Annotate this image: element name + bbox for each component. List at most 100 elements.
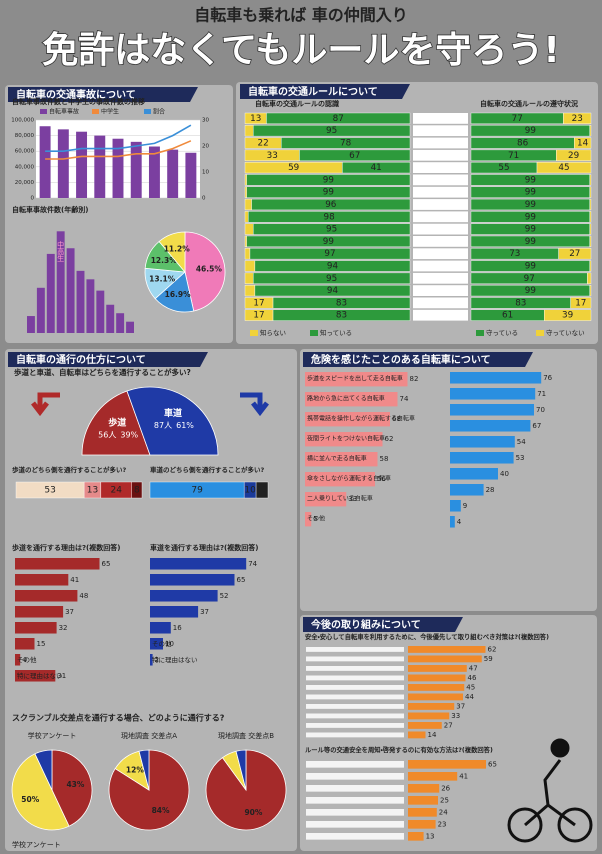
bar-label: 路地から急に出てくる自転車 [307,395,385,403]
bar-segment [272,309,411,321]
question: 歩道と車道、自転車はどちらを通行することが多い? [14,367,191,377]
bar [76,131,88,198]
pie-slice [138,749,150,791]
segment-label: 10 [256,486,268,496]
value-label: 47 [469,664,478,672]
bar [76,270,85,333]
segment-label: 99 [525,225,536,235]
label-box [306,675,404,681]
bar-segment [246,235,411,248]
value-label: 4 [22,656,27,664]
bar-label: 歩道をスピードを出して走る自転車 [307,375,403,383]
bar [126,321,134,333]
value-label: 41 [70,576,79,584]
bar [408,674,466,682]
value-label: 76 [543,374,552,382]
legend-label: 守っていない [546,329,585,337]
value-label: 16 [173,624,182,632]
bar [450,404,534,416]
value-label: 4 [457,518,462,526]
value-label: 82 [410,375,419,383]
bar [27,316,35,333]
segment-label: 98 [324,212,335,222]
segment-label: 83 [515,298,526,308]
segment-label: 86 [517,139,529,149]
bar-label: 傘をさしながら運転する自転車 [307,475,391,483]
item-box [413,285,468,296]
label-box [306,773,404,780]
section-title: 自転車の交通ルールについて [248,85,378,98]
item-box [413,236,468,247]
label-box [306,656,404,662]
legend-swatch [536,330,544,336]
item-box [413,149,468,161]
y2-tick-label: 20 [202,144,209,150]
count-label: 87人 [154,421,172,430]
bar-segment [249,248,411,260]
bar [15,638,35,650]
value-label: 26 [441,784,450,792]
segment-label: 95 [326,126,337,136]
bar-segment [589,186,592,198]
bar-segment [244,174,247,186]
bar [56,231,65,333]
subtitle: 自転車も乗れば 車の仲間入り [194,6,408,25]
bar-segment [589,223,592,235]
section-title: 自転車の交通事故について [16,88,136,101]
bar [150,574,235,586]
item-box [413,113,468,124]
segment-label: 55 [498,163,509,173]
bar [305,492,347,507]
bar [150,622,171,634]
question: 歩道のどちら側を通行することが多い? [12,465,127,474]
y-tick-label: 60,000 [15,149,35,155]
legend-swatch [476,330,484,336]
bar [450,436,515,448]
slice-label: 84% [152,806,170,815]
section-band [303,352,533,367]
legend-label: 割合 [153,108,165,116]
item-box [413,199,468,210]
segment-label: 99 [323,237,334,247]
bar [15,622,57,634]
legend-swatch [250,330,258,336]
y-tick-label: 20,000 [15,180,35,186]
bar [86,279,95,333]
segment-label: 14 [577,139,589,149]
bar [408,712,450,720]
pie-slice [158,231,186,274]
bar [408,784,440,793]
bar-label: その他 [17,655,37,664]
slice-label: 11.2% [164,244,191,253]
bar-segment [266,112,411,125]
segment-label: 99 [323,175,334,185]
bar-segment [244,248,251,260]
question: 車道のどちら側を通行することが多い? [150,465,265,474]
value-label: 14 [428,731,437,739]
slice-label: 13.1% [149,274,176,283]
segment-label: 77 [512,114,523,124]
arrow [240,392,269,417]
segment-label: 73 [509,249,520,259]
bar-label: 携帯電話を操作しながら運転する自転車 [307,415,415,423]
bar [46,253,55,333]
value-label: 24 [439,808,448,816]
value-label: 68 [392,415,401,423]
segment-label: 24 [111,486,123,496]
bar-segment [574,137,592,149]
bar [66,248,75,333]
question: 自転車事故件数と中学生の事故件数の推移 [12,97,145,106]
value-label: 54 [517,438,526,446]
bar [150,654,153,666]
bar [15,574,69,586]
bar [408,665,467,672]
bar-label: その他 [307,515,325,523]
bar-segment [244,260,256,272]
bar-label: 特に理由はない [152,655,198,664]
segment-label: 99 [525,200,536,210]
legend-swatch [144,109,151,114]
value-label: 2 [155,656,159,664]
bar-segment [131,481,143,499]
y-tick-label: 40,000 [15,164,35,170]
bar [150,606,199,618]
